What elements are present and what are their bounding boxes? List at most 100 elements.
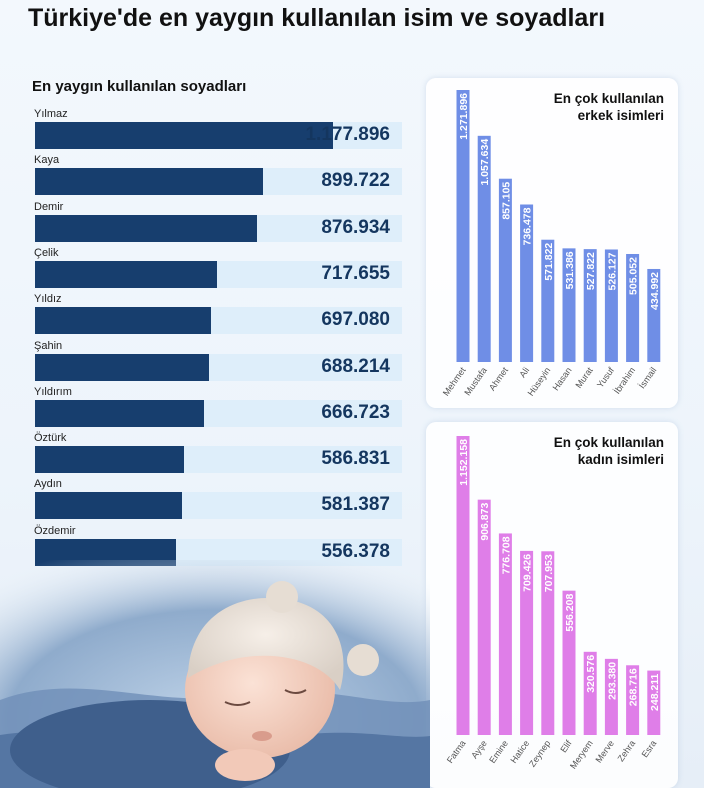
men-name-bar xyxy=(647,268,661,362)
women-name-bar xyxy=(604,658,618,735)
surname-track: 581.387 xyxy=(35,492,402,520)
women-name-category-label: Zehra xyxy=(616,738,638,763)
surname-row: Kaya 899.722 xyxy=(34,154,402,200)
women-name-value-label: 707.953 xyxy=(543,554,555,592)
surname-value: 586.831 xyxy=(321,448,390,470)
surname-track: 717.655 xyxy=(35,260,402,288)
men-name-value-label: 1.271.896 xyxy=(458,93,470,140)
men-name-bar xyxy=(498,178,512,362)
men-name-bar xyxy=(562,248,576,362)
surname-value: 556.378 xyxy=(321,540,390,562)
surname-value: 581.387 xyxy=(321,494,390,516)
women-names-card: 1.152.158 Fatma 906.873 Ayşe 776.708 Emine 709… xyxy=(426,422,678,788)
men-name-value-label: 736.478 xyxy=(522,207,534,245)
men-name-category-label: Ali xyxy=(517,365,531,379)
surname-label: Yıldırım xyxy=(34,385,72,398)
women-name-bar xyxy=(520,550,534,735)
surname-row: Aydın 581.387 xyxy=(34,478,402,524)
surname-label: Özdemir xyxy=(34,524,76,537)
women-name-bar xyxy=(498,533,512,735)
women-name-bar xyxy=(477,499,491,735)
surname-row: Yıldız 697.080 xyxy=(34,293,402,339)
surname-label: Yılmaz xyxy=(34,108,68,120)
surname-bar xyxy=(35,122,334,149)
surname-row: Çelik 717.655 xyxy=(34,247,402,293)
women-name-category-label: Merve xyxy=(593,738,616,764)
women-name-category-label: Ayşe xyxy=(469,738,489,760)
surname-value: 717.655 xyxy=(321,262,390,284)
women-name-category-label: Fatma xyxy=(445,738,468,765)
men-name-value-label: 527.822 xyxy=(585,252,597,290)
surname-row: Demir 876.934 xyxy=(34,201,402,247)
men-name-value-label: 531.386 xyxy=(564,251,576,289)
men-names-chart: 1.271.896Mehmet1.057.634Mustafa857.105Ah… xyxy=(441,90,661,398)
men-names-card: 1.271.896 Mehmet 1.057.634 Mustafa 857.105 Ah… xyxy=(426,78,678,408)
sleeping-baby-photo xyxy=(0,560,430,788)
men-name-category-label: Yusuf xyxy=(595,365,616,390)
women-names-chart: 1.152.158 Fatma 906.873 Ayşe 776.708 Emine 709… xyxy=(445,436,661,771)
women-name-value-label: 906.873 xyxy=(479,503,491,541)
women-name-bar xyxy=(562,590,576,735)
women-name-category-label: Zeynep xyxy=(527,738,552,768)
women-name-category-label: Elif xyxy=(558,738,574,754)
surname-chart-title: En yaygın kullanılan soyadları xyxy=(32,78,247,95)
men-name-bar xyxy=(604,249,618,362)
men-name-bar xyxy=(626,253,640,362)
men-name-bar xyxy=(456,90,470,362)
surname-value: 688.214 xyxy=(321,355,390,377)
women-name-value-label: 293.380 xyxy=(606,662,618,700)
men-name-category-label: İsmail xyxy=(637,365,659,390)
surname-bar xyxy=(35,307,212,335)
surname-label: Aydın xyxy=(34,478,62,491)
surname-bar xyxy=(35,353,210,381)
women-name-value-label: 320.576 xyxy=(585,655,597,693)
surname-bar xyxy=(35,446,184,474)
surname-bar xyxy=(35,214,257,242)
surname-value: 697.080 xyxy=(321,309,390,331)
surname-track: 697.080 xyxy=(35,307,402,335)
women-name-value-label: 268.716 xyxy=(628,668,640,706)
surname-row: Yıldırım 666.723 xyxy=(34,386,402,432)
men-name-value-label: 857.105 xyxy=(500,182,512,220)
surname-track: 586.831 xyxy=(35,446,402,474)
men-name-value-label: 1.057.634 xyxy=(479,139,491,186)
surname-row: Yılmaz 1.177.896 xyxy=(34,108,402,154)
men-name-bar xyxy=(477,135,491,362)
surname-label: Şahin xyxy=(34,339,63,352)
men-name-category-label: Ahmet xyxy=(487,365,510,392)
men-name-value-label: 526.127 xyxy=(606,252,618,290)
men-name-bar xyxy=(541,239,555,362)
surname-bar-chart: Yılmaz 1.177.896 Kaya 899.722 Demir 876.934 Çe… xyxy=(0,0,420,600)
women-name-value-label: 709.426 xyxy=(522,554,534,592)
women-name-bar xyxy=(583,651,597,735)
men-name-value-label: 505.052 xyxy=(628,257,640,295)
men-chart-title: En çok kullanılan erkek isimleri xyxy=(553,91,664,123)
women-name-value-label: 556.208 xyxy=(564,594,576,632)
surname-track: 876.934 xyxy=(35,214,402,242)
surname-bar xyxy=(35,168,263,196)
page-title: Türkiye'de en yaygın kullanılan isim ve … xyxy=(28,4,606,32)
surname-label: Yıldız xyxy=(34,293,62,306)
women-chart-title: En çok kullanılan kadın isimleri xyxy=(553,435,664,467)
surname-label: Öztürk xyxy=(34,432,67,445)
men-name-category-label: Hasan xyxy=(551,365,574,392)
surname-track: 666.723 xyxy=(35,399,402,427)
surname-label: Demir xyxy=(34,200,64,213)
men-name-category-label: Murat xyxy=(573,365,595,390)
women-name-bar xyxy=(647,670,661,735)
women-name-value-label: 776.708 xyxy=(500,536,512,574)
surname-value: 666.723 xyxy=(321,401,390,423)
men-name-value-label: 571.822 xyxy=(543,243,555,281)
surname-label: Çelik xyxy=(34,246,59,259)
women-name-value-label: 248.211 xyxy=(649,673,661,711)
surname-bar xyxy=(35,399,204,427)
surname-label: Kaya xyxy=(34,154,60,167)
surname-bar xyxy=(35,492,183,520)
men-name-value-label: 434.992 xyxy=(649,272,661,310)
surname-value: 899.722 xyxy=(321,170,390,192)
men-name-category-label: İbrahim xyxy=(612,365,637,395)
surname-track: 1.177.896 xyxy=(35,122,402,149)
women-name-category-label: Emine xyxy=(487,738,510,765)
surname-track: 688.214 xyxy=(35,353,402,381)
women-name-bar xyxy=(456,436,470,735)
